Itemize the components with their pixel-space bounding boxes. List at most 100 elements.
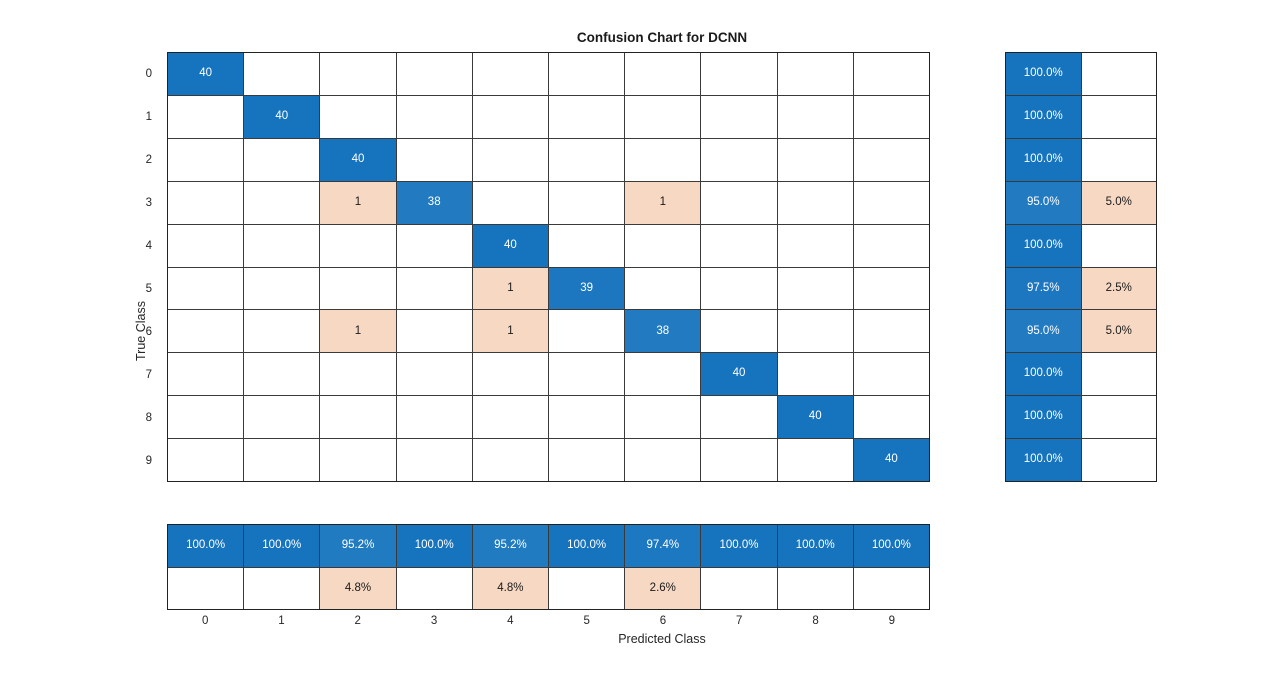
matrix-cell <box>701 138 777 181</box>
y-axis-ticks: 0 1 2 3 4 5 6 7 8 9 <box>118 52 158 482</box>
matrix-cell <box>244 353 320 396</box>
column-summary-cell: 4.8% <box>472 567 548 609</box>
matrix-cell <box>625 95 701 138</box>
column-summary-cell: 100.0% <box>244 525 320 567</box>
matrix-cell <box>396 267 472 310</box>
matrix-cell <box>472 439 548 481</box>
matrix-cell <box>625 267 701 310</box>
matrix-cell <box>396 95 472 138</box>
column-summary-cell <box>853 567 929 609</box>
matrix-cell <box>244 310 320 353</box>
matrix-cell <box>777 310 853 353</box>
matrix-cell <box>472 53 548 95</box>
chart-title: Confusion Chart for DCNN <box>576 30 748 45</box>
x-axis-ticks: 0 1 2 3 4 5 6 7 8 9 <box>167 613 930 629</box>
matrix-cell <box>625 353 701 396</box>
matrix-cell: 1 <box>320 310 396 353</box>
row-summary-cell <box>1081 53 1156 95</box>
matrix-cell <box>168 95 244 138</box>
matrix-cell: 38 <box>396 181 472 224</box>
matrix-cell <box>168 396 244 439</box>
column-summary-cell: 100.0% <box>548 525 625 567</box>
matrix-cell: 1 <box>320 181 396 224</box>
x-tick-label: 5 <box>583 615 590 627</box>
row-summary-cell: 100.0% <box>1006 53 1081 95</box>
matrix-cell <box>777 138 853 181</box>
matrix-cell <box>472 353 548 396</box>
matrix-cell <box>625 53 701 95</box>
matrix-cell <box>168 353 244 396</box>
row-summary-cell <box>1081 224 1156 267</box>
matrix-cell <box>548 439 625 481</box>
matrix-cell: 1 <box>472 310 548 353</box>
matrix-cell <box>777 439 853 481</box>
row-summary-cell <box>1081 439 1156 481</box>
row-summary-cell: 100.0% <box>1006 396 1081 439</box>
column-summary-cell: 2.6% <box>625 567 701 609</box>
y-tick-label: 1 <box>145 110 152 123</box>
matrix-cell <box>168 138 244 181</box>
matrix-cell <box>853 310 929 353</box>
matrix-cell <box>168 267 244 310</box>
row-summary-cell: 100.0% <box>1006 138 1081 181</box>
row-summary-cell: 5.0% <box>1081 181 1156 224</box>
matrix-cell <box>777 224 853 267</box>
row-summary-cell <box>1081 138 1156 181</box>
matrix-cell <box>396 53 472 95</box>
y-tick-label: 6 <box>145 325 152 338</box>
matrix-cell <box>853 224 929 267</box>
matrix-cell <box>548 181 625 224</box>
matrix-cell: 40 <box>701 353 777 396</box>
matrix-cell <box>244 396 320 439</box>
matrix-cell <box>701 53 777 95</box>
matrix-cell <box>777 53 853 95</box>
matrix-cell <box>168 310 244 353</box>
matrix-cell <box>472 138 548 181</box>
matrix-cell <box>472 181 548 224</box>
row-summary-cell: 100.0% <box>1006 353 1081 396</box>
column-summary-cell <box>244 567 320 609</box>
matrix-cell: 38 <box>625 310 701 353</box>
matrix-cell: 40 <box>777 396 853 439</box>
matrix-cell <box>701 396 777 439</box>
x-axis-label: Predicted Class <box>618 632 706 646</box>
matrix-cell: 40 <box>320 138 396 181</box>
column-summary-cell <box>168 567 244 609</box>
matrix-cell <box>320 267 396 310</box>
matrix-cell <box>701 224 777 267</box>
matrix-cell <box>548 396 625 439</box>
matrix-cell <box>853 95 929 138</box>
matrix-cell <box>244 439 320 481</box>
matrix-cell <box>853 181 929 224</box>
x-tick-label: 0 <box>201 615 209 627</box>
matrix-cell <box>701 95 777 138</box>
matrix-cell <box>168 439 244 481</box>
row-summary-cell: 95.0% <box>1006 310 1081 353</box>
row-summary-cell: 100.0% <box>1006 439 1081 481</box>
column-summary-cell <box>548 567 625 609</box>
matrix-cell <box>701 310 777 353</box>
row-summary-grid: 100.0% 100.0% 100.0% 95.0% 5.0% 100.0% 97.5% 2.… <box>1005 52 1157 482</box>
matrix-cell <box>777 95 853 138</box>
column-summary-cell: 95.2% <box>472 525 548 567</box>
column-summary-grid: 100.0% 100.0% 95.2% 100.0% 95.2% 100.0% 97.4% 1… <box>167 524 930 610</box>
column-summary-cell: 100.0% <box>396 525 472 567</box>
matrix-cell <box>853 353 929 396</box>
y-tick-label: 8 <box>145 411 152 424</box>
y-tick-label: 5 <box>145 282 152 295</box>
matrix-cell <box>168 181 244 224</box>
matrix-cell <box>472 95 548 138</box>
y-tick-label: 4 <box>145 239 152 252</box>
matrix-cell <box>472 396 548 439</box>
matrix-cell: 40 <box>853 439 929 481</box>
matrix-cell <box>701 439 777 481</box>
matrix-cell <box>396 224 472 267</box>
matrix-cell <box>320 396 396 439</box>
row-summary-cell <box>1081 396 1156 439</box>
y-tick-label: 3 <box>145 196 152 209</box>
matrix-cell <box>396 439 472 481</box>
matrix-cell <box>777 267 853 310</box>
matrix-cell <box>396 396 472 439</box>
row-summary-cell <box>1081 95 1156 138</box>
